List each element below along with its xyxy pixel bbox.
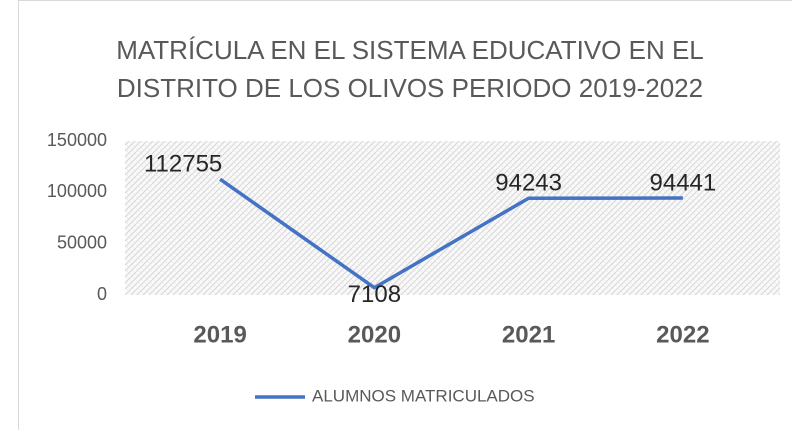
chart-title: DISTRITO DE LOS OLIVOS PERIODO 2019-2022 [117,73,703,103]
y-tick-label: 150000 [47,130,107,150]
x-tick-label: 2019 [193,321,246,348]
y-tick-label: 50000 [57,232,107,252]
x-tick-label: 2021 [502,321,555,348]
x-tick-label: 2020 [348,321,401,348]
legend-label: ALUMNOS MATRICULADOS [312,386,535,405]
data-label: 94243 [495,170,562,197]
y-tick-label: 100000 [47,181,107,201]
data-label: 94441 [650,169,717,196]
series-line [219,177,683,290]
y-tick-label: 0 [97,284,107,304]
plot-area [125,141,780,295]
data-label: 112755 [144,151,222,178]
x-tick-label: 2022 [656,321,709,348]
chart-title: MATRÍCULA EN EL SISTEMA EDUCATIVO EN EL [116,35,704,65]
data-label: 7108 [348,281,401,308]
